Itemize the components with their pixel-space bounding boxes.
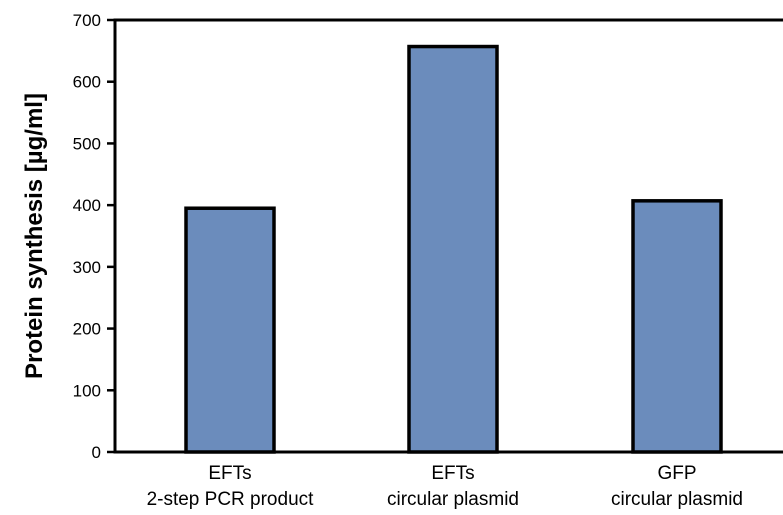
bars-group [184,44,723,454]
bar [184,206,276,454]
y-tick-label: 100 [73,381,101,400]
y-tick-label: 0 [92,443,101,462]
x-category-label-line2: 2-step PCR product [147,489,315,510]
x-category-label-line2: circular plasmid [387,489,519,510]
y-tick-label: 700 [73,11,101,30]
axes [113,18,783,454]
bar [631,199,723,454]
x-category-label-line1: EFTs [431,463,474,484]
x-category-label-line1: GFP [657,463,696,484]
x-axis-labels: EFTs 2-step PCR product EFTs circular plasm… [147,463,743,510]
y-tick-label: 500 [73,134,101,153]
y-axis-title: Protein synthesis [µg/ml] [21,93,48,379]
x-category-label-line2: circular plasmid [611,489,743,510]
bar [407,44,499,454]
y-tick-label: 300 [73,258,101,277]
x-category-label-line1: EFTs [208,463,251,484]
y-axis-ticks: 0 100 200 300 400 500 600 700 [73,11,115,462]
y-tick-label: 400 [73,196,101,215]
y-tick-label: 200 [73,320,101,339]
y-tick-label: 600 [73,73,101,92]
